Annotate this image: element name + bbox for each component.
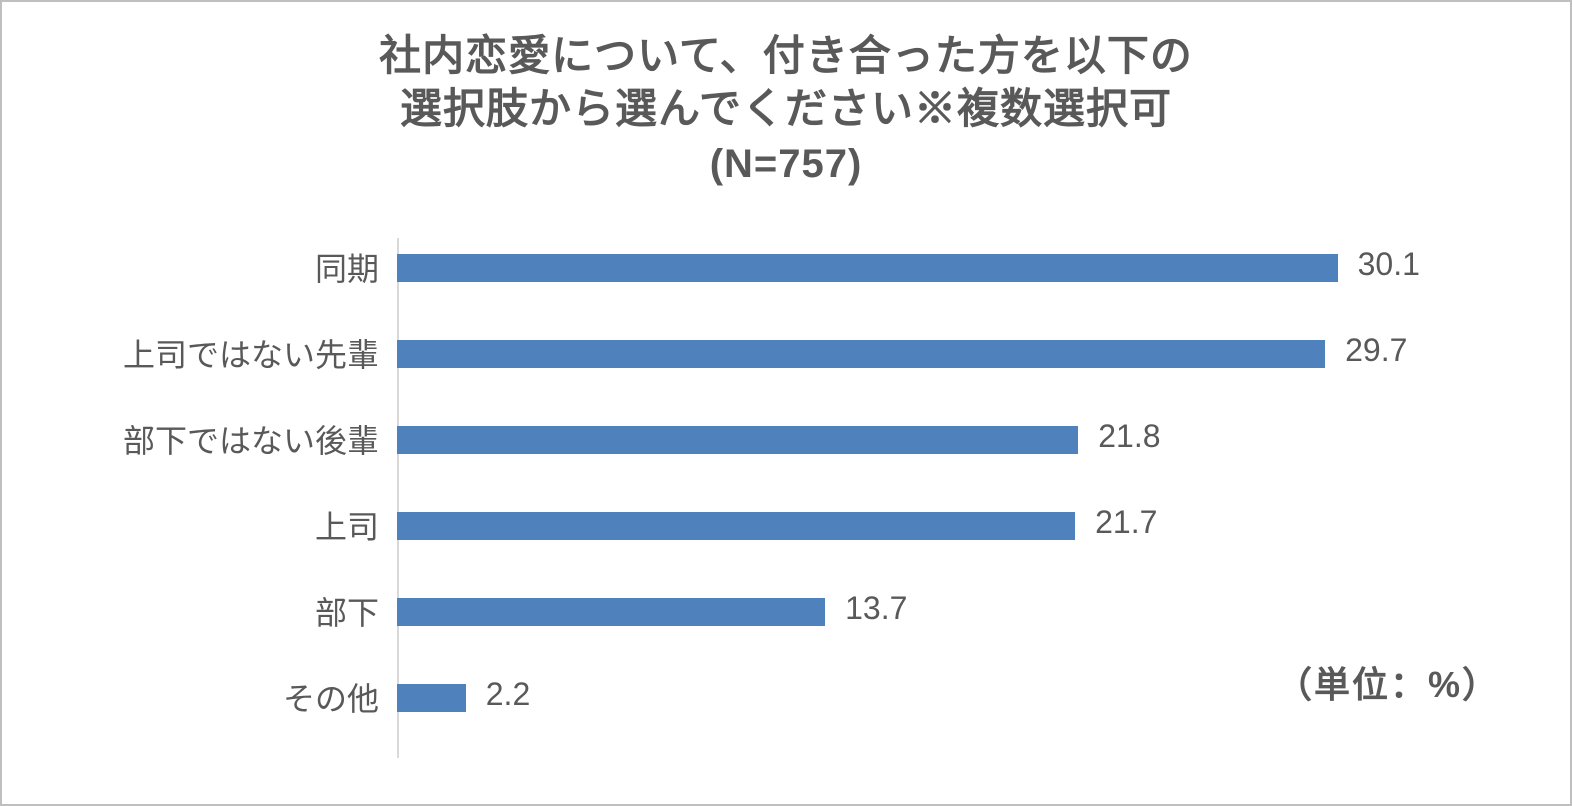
value-label: 29.7 [1345,332,1407,369]
bar [397,254,1338,282]
bar-row: 上司ではない先輩 29.7 [2,324,1570,382]
bar-cell: 30.1 [397,238,1570,296]
bar [397,512,1075,540]
category-label: 上司ではない先輩 [2,330,397,376]
bar [397,598,825,626]
category-label: その他 [2,674,397,720]
bar-row: 上司 21.7 [2,496,1570,554]
chart-frame: 社内恋愛について、付き合った方を以下の 選択肢から選んでください※複数選択可 (… [0,0,1572,806]
bar [397,684,466,712]
bar [397,340,1325,368]
bar-cell: 21.7 [397,496,1570,554]
value-label: 2.2 [486,676,530,713]
category-label: 部下 [2,588,397,634]
title-line-3: (N=757) [2,139,1570,189]
bar-row: 部下ではない後輩 21.8 [2,410,1570,468]
value-label: 30.1 [1358,246,1420,283]
bar-row: 部下 13.7 [2,582,1570,640]
bar-cell: 29.7 [397,324,1570,382]
value-label: 21.7 [1095,504,1157,541]
bar [397,426,1078,454]
value-label: 21.8 [1098,418,1160,455]
title-line-2: 選択肢から選んでください※複数選択可 [2,83,1570,136]
bar-cell: 13.7 [397,582,1570,640]
bar-row: 同期 30.1 [2,238,1570,296]
category-label: 上司 [2,502,397,548]
bar-cell: 21.8 [397,410,1570,468]
value-label: 13.7 [845,590,907,627]
chart-title: 社内恋愛について、付き合った方を以下の 選択肢から選んでください※複数選択可 (… [2,30,1570,189]
category-label: 部下ではない後輩 [2,416,397,462]
category-label: 同期 [2,244,397,290]
title-line-1: 社内恋愛について、付き合った方を以下の [2,30,1570,83]
unit-label: （単位：%） [1276,656,1500,708]
